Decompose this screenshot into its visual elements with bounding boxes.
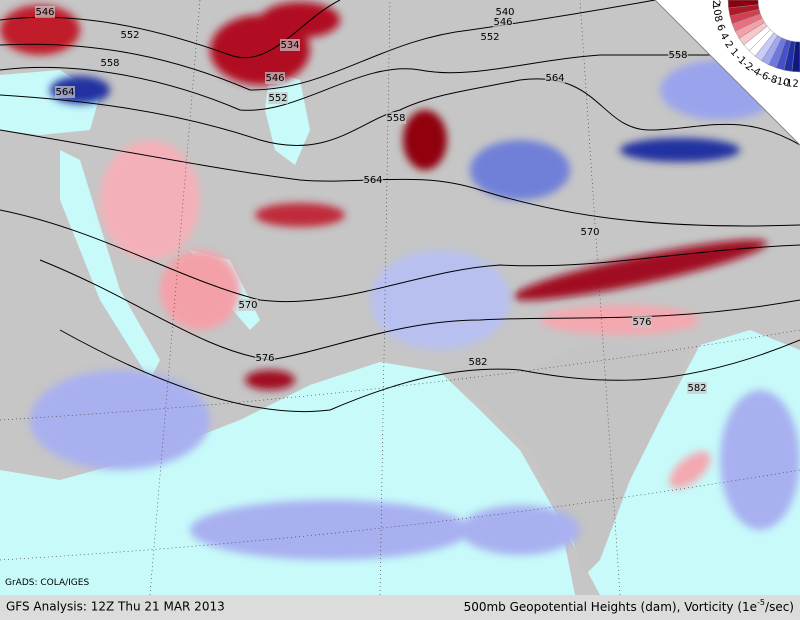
credit: GrADS: COLA/IGES — [5, 578, 89, 588]
contour-label: 570 — [238, 300, 257, 311]
contour-label-bg — [363, 174, 383, 186]
colorbar-segment — [791, 41, 800, 73]
colorbar-label: 2 — [722, 39, 735, 51]
contour-label: 558 — [100, 58, 119, 69]
colorbar-label: -4 — [748, 64, 762, 78]
colorbar-label: 8 — [711, 14, 723, 23]
contour-label-bg — [495, 6, 515, 18]
footer-suffix: /sec) — [765, 600, 794, 614]
contour-label: 564 — [545, 73, 564, 84]
contour-label: 582 — [687, 383, 706, 394]
contour-label-bg — [238, 299, 258, 311]
contour-label: 576 — [255, 353, 274, 364]
contour-label-bg — [493, 16, 513, 28]
contour-label-bg — [545, 72, 565, 84]
colorbar-label: -10 — [772, 76, 790, 90]
contour-label-bg — [687, 382, 707, 394]
contour-label: 552 — [120, 30, 139, 41]
red-sea — [60, 150, 160, 380]
contour-label: 564 — [55, 87, 74, 98]
contour-label: 564 — [363, 175, 382, 186]
contour-label-bg — [255, 352, 275, 364]
map-area — [0, 0, 800, 595]
contour-label-bg — [668, 49, 688, 61]
graticule — [0, 0, 800, 595]
vorticity-field — [0, 2, 800, 560]
contour-label: 576 — [632, 317, 651, 328]
contour-label: 552 — [268, 93, 287, 104]
bay-of-bengal — [560, 330, 800, 595]
map-border — [654, 0, 800, 146]
contour-label-bg — [120, 29, 140, 41]
contour-label-bg — [632, 316, 652, 328]
contour-label: 534 — [280, 40, 299, 51]
colorbar-label: 10 — [710, 2, 723, 16]
colorbar-label: -6 — [757, 69, 770, 83]
contour-label: 546 — [265, 73, 284, 84]
contour-labels: 5465525585645345465525405465525585645585… — [35, 6, 707, 394]
contour-label: 540 — [495, 7, 514, 18]
colorbar-label: 6 — [714, 23, 727, 33]
contour-label-bg — [480, 31, 500, 43]
contour-label: 558 — [386, 113, 405, 124]
contour-label: 546 — [35, 7, 54, 18]
footer-bar — [0, 595, 800, 620]
contour-label-bg — [386, 112, 406, 124]
contour-label: 552 — [480, 32, 499, 43]
height-contours — [0, 0, 800, 413]
contour-label-bg — [268, 92, 288, 104]
contour-label-bg — [580, 226, 600, 238]
colorbar-label: 4 — [718, 31, 731, 42]
contour-label-bg — [468, 356, 488, 368]
contour-label-bg — [100, 57, 120, 69]
footer-text: 500mb Geopotential Heights (dam), Vortic… — [464, 600, 757, 614]
contour-label: 570 — [580, 227, 599, 238]
contour-label: 582 — [468, 357, 487, 368]
contour-label-bg — [265, 72, 285, 84]
footer-left: GFS Analysis: 12Z Thu 21 MAR 2013 — [6, 600, 225, 614]
contour-label: 558 — [668, 50, 687, 61]
india — [440, 340, 690, 575]
contour-label: 546 — [493, 17, 512, 28]
colorbar-label: 12 — [710, 0, 722, 7]
colorbar-label: -8 — [766, 73, 779, 86]
contour-label-bg — [55, 86, 75, 98]
colorbar-label: -12 — [782, 78, 799, 90]
footer-right: 500mb Geopotential Heights (dam), Vortic… — [464, 598, 794, 614]
footer-superscript: -5 — [757, 598, 765, 607]
contour-label-bg — [35, 6, 55, 18]
contour-label-bg — [280, 39, 300, 51]
